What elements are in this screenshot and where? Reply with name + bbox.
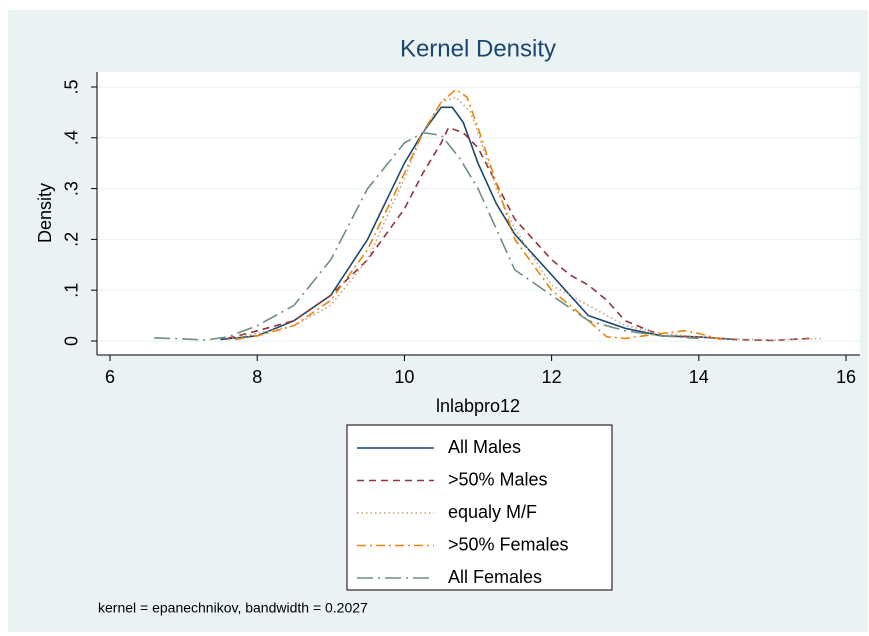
y-axis-label: Density — [35, 183, 55, 243]
legend-label: All Males — [448, 437, 521, 457]
x-tick-label: 12 — [542, 367, 562, 387]
legend-label: All Females — [448, 567, 542, 587]
y-tick-label: .3 — [62, 181, 82, 196]
legend-label: equaly M/F — [448, 502, 537, 522]
x-tick-label: 6 — [105, 367, 115, 387]
legend-label: >50% Males — [448, 469, 548, 489]
x-tick-label: 16 — [836, 367, 856, 387]
note: kernel = epanechnikov, bandwidth = 0.202… — [98, 600, 368, 616]
legend — [346, 424, 613, 591]
x-tick-label: 10 — [394, 367, 414, 387]
density-line — [220, 106, 736, 341]
y-tick-label: 0 — [62, 336, 82, 346]
density-line — [227, 96, 824, 341]
plot-area — [97, 72, 860, 355]
y-tick-label: .2 — [62, 232, 82, 247]
x-axis-label: lnlabpro12 — [436, 396, 520, 416]
x-tick-label: 14 — [689, 367, 709, 387]
density-line — [154, 131, 699, 341]
x-tick-label: 8 — [252, 367, 262, 387]
y-tick-label: .5 — [62, 79, 82, 94]
y-tick-label: .1 — [62, 283, 82, 298]
y-tick-label: .4 — [62, 130, 82, 145]
legend-label: >50% Females — [448, 534, 569, 554]
chart-title: Kernel Density — [400, 35, 556, 62]
